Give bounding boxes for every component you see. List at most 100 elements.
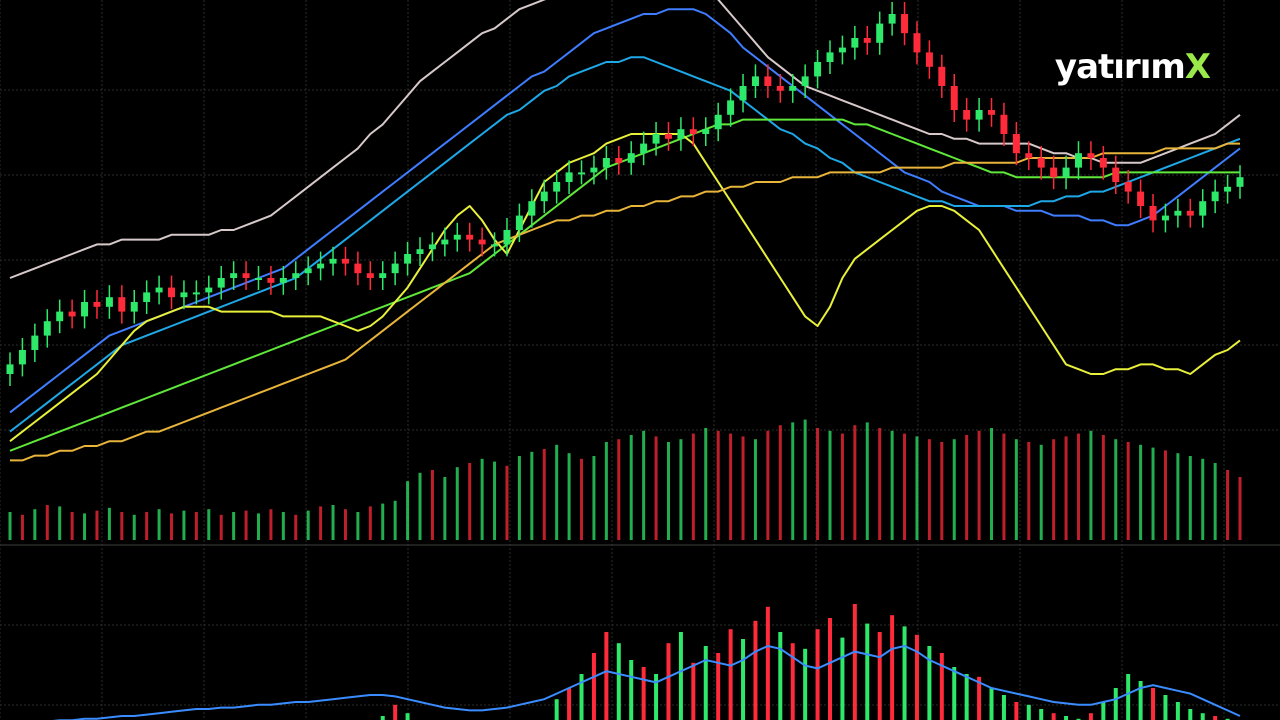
indicator-bar bbox=[1188, 709, 1193, 720]
candle-body bbox=[341, 258, 349, 264]
candle-body bbox=[540, 191, 548, 202]
candle-body bbox=[975, 110, 983, 120]
volume-bar bbox=[207, 509, 211, 540]
candle-body bbox=[217, 278, 225, 288]
indicator-bar bbox=[716, 653, 721, 720]
volume-bar bbox=[530, 451, 534, 540]
indicator-bar bbox=[765, 606, 770, 720]
volume-bar bbox=[368, 506, 372, 540]
candle-body bbox=[677, 129, 685, 139]
candle-body bbox=[230, 273, 238, 278]
volume-bar bbox=[331, 505, 335, 540]
volume-bar bbox=[306, 510, 310, 540]
volume-bar bbox=[766, 430, 770, 540]
moving-average-line bbox=[9, 133, 1241, 442]
indicator-bar bbox=[840, 637, 845, 720]
indicator-bar bbox=[939, 653, 944, 720]
indicator-bar bbox=[927, 646, 932, 720]
candle-body bbox=[776, 86, 784, 91]
indicator-bar bbox=[393, 704, 398, 720]
candle-body bbox=[354, 263, 362, 274]
candle-body bbox=[826, 52, 834, 62]
volume-bar bbox=[580, 458, 584, 540]
indicator-bar bbox=[1039, 709, 1044, 720]
indicator-bar bbox=[728, 629, 733, 720]
indicator-bar bbox=[678, 632, 683, 720]
candle-body bbox=[1186, 210, 1194, 216]
candle-body bbox=[988, 110, 996, 115]
volume-bar bbox=[256, 513, 260, 540]
indicator-bar bbox=[654, 674, 659, 720]
indicator-bar bbox=[1088, 713, 1093, 720]
candle-body bbox=[205, 287, 213, 293]
price-panel bbox=[6, 2, 1244, 386]
volume-bar bbox=[791, 422, 795, 540]
moving-average-line bbox=[9, 118, 1240, 452]
indicator-bar bbox=[753, 620, 758, 720]
candle-body bbox=[565, 172, 573, 182]
moving-average-line bbox=[10, 142, 1240, 462]
volume-bar bbox=[915, 436, 919, 540]
indicator-bar bbox=[890, 615, 895, 720]
candle-body bbox=[950, 86, 958, 110]
indicator-bar bbox=[579, 674, 584, 720]
candle-body bbox=[652, 134, 660, 144]
indicator-bar bbox=[1126, 674, 1131, 720]
indicator-bar bbox=[604, 632, 609, 720]
volume-bar bbox=[1226, 470, 1230, 540]
volume-bar bbox=[430, 470, 434, 540]
indicator-bar bbox=[1051, 713, 1056, 720]
volume-bar bbox=[1163, 450, 1167, 540]
indicator-bar bbox=[405, 713, 410, 720]
candle-body bbox=[130, 302, 138, 312]
indicator-bar bbox=[902, 626, 907, 720]
candle-body bbox=[118, 297, 126, 312]
candle-body bbox=[254, 278, 262, 280]
candle-body bbox=[1149, 206, 1157, 221]
indicator-panel bbox=[380, 604, 1230, 720]
volume-bar bbox=[145, 512, 149, 540]
volume-bar bbox=[1114, 439, 1118, 540]
volume-bar bbox=[1089, 430, 1093, 540]
moving-average-line bbox=[9, 8, 1241, 414]
moving-average-line bbox=[9, 56, 1241, 433]
indicator-bar bbox=[1175, 702, 1180, 720]
indicator-bar bbox=[1064, 716, 1069, 720]
volume-bar bbox=[977, 430, 981, 540]
candle-body bbox=[428, 244, 436, 250]
volume-bar bbox=[120, 512, 124, 540]
candle-body bbox=[168, 287, 176, 298]
candle-body bbox=[590, 167, 598, 173]
candle-body bbox=[640, 143, 648, 154]
indicator-bar bbox=[914, 634, 919, 720]
indicator-bar bbox=[591, 653, 596, 720]
candle-body bbox=[416, 249, 424, 254]
candle-body bbox=[366, 273, 374, 278]
candle-body bbox=[1211, 191, 1219, 202]
volume-bar bbox=[753, 439, 757, 540]
volume-bar bbox=[592, 456, 596, 540]
indicator-line-group bbox=[52, 644, 1241, 720]
volume-bar bbox=[642, 430, 646, 540]
candle-body bbox=[379, 273, 387, 278]
indicator-bar bbox=[1001, 695, 1006, 720]
volume-bar bbox=[505, 465, 509, 540]
candle-body bbox=[888, 14, 896, 24]
volume-bar bbox=[244, 510, 248, 540]
indicator-bar bbox=[1151, 688, 1156, 720]
volume-bar bbox=[965, 435, 969, 540]
volume-bar bbox=[729, 433, 733, 540]
candle-body bbox=[143, 292, 151, 302]
indicator-bar bbox=[629, 660, 634, 720]
candle-body bbox=[1037, 158, 1045, 168]
volume-bar bbox=[406, 481, 410, 540]
candle-body bbox=[553, 182, 561, 192]
volume-bar bbox=[232, 512, 236, 540]
indicator-bar bbox=[1163, 695, 1168, 720]
candle-body bbox=[913, 33, 921, 53]
volume-bar bbox=[903, 433, 907, 540]
volume-bar bbox=[132, 514, 136, 540]
volume-bar bbox=[679, 439, 683, 540]
volume-bar bbox=[343, 509, 347, 540]
